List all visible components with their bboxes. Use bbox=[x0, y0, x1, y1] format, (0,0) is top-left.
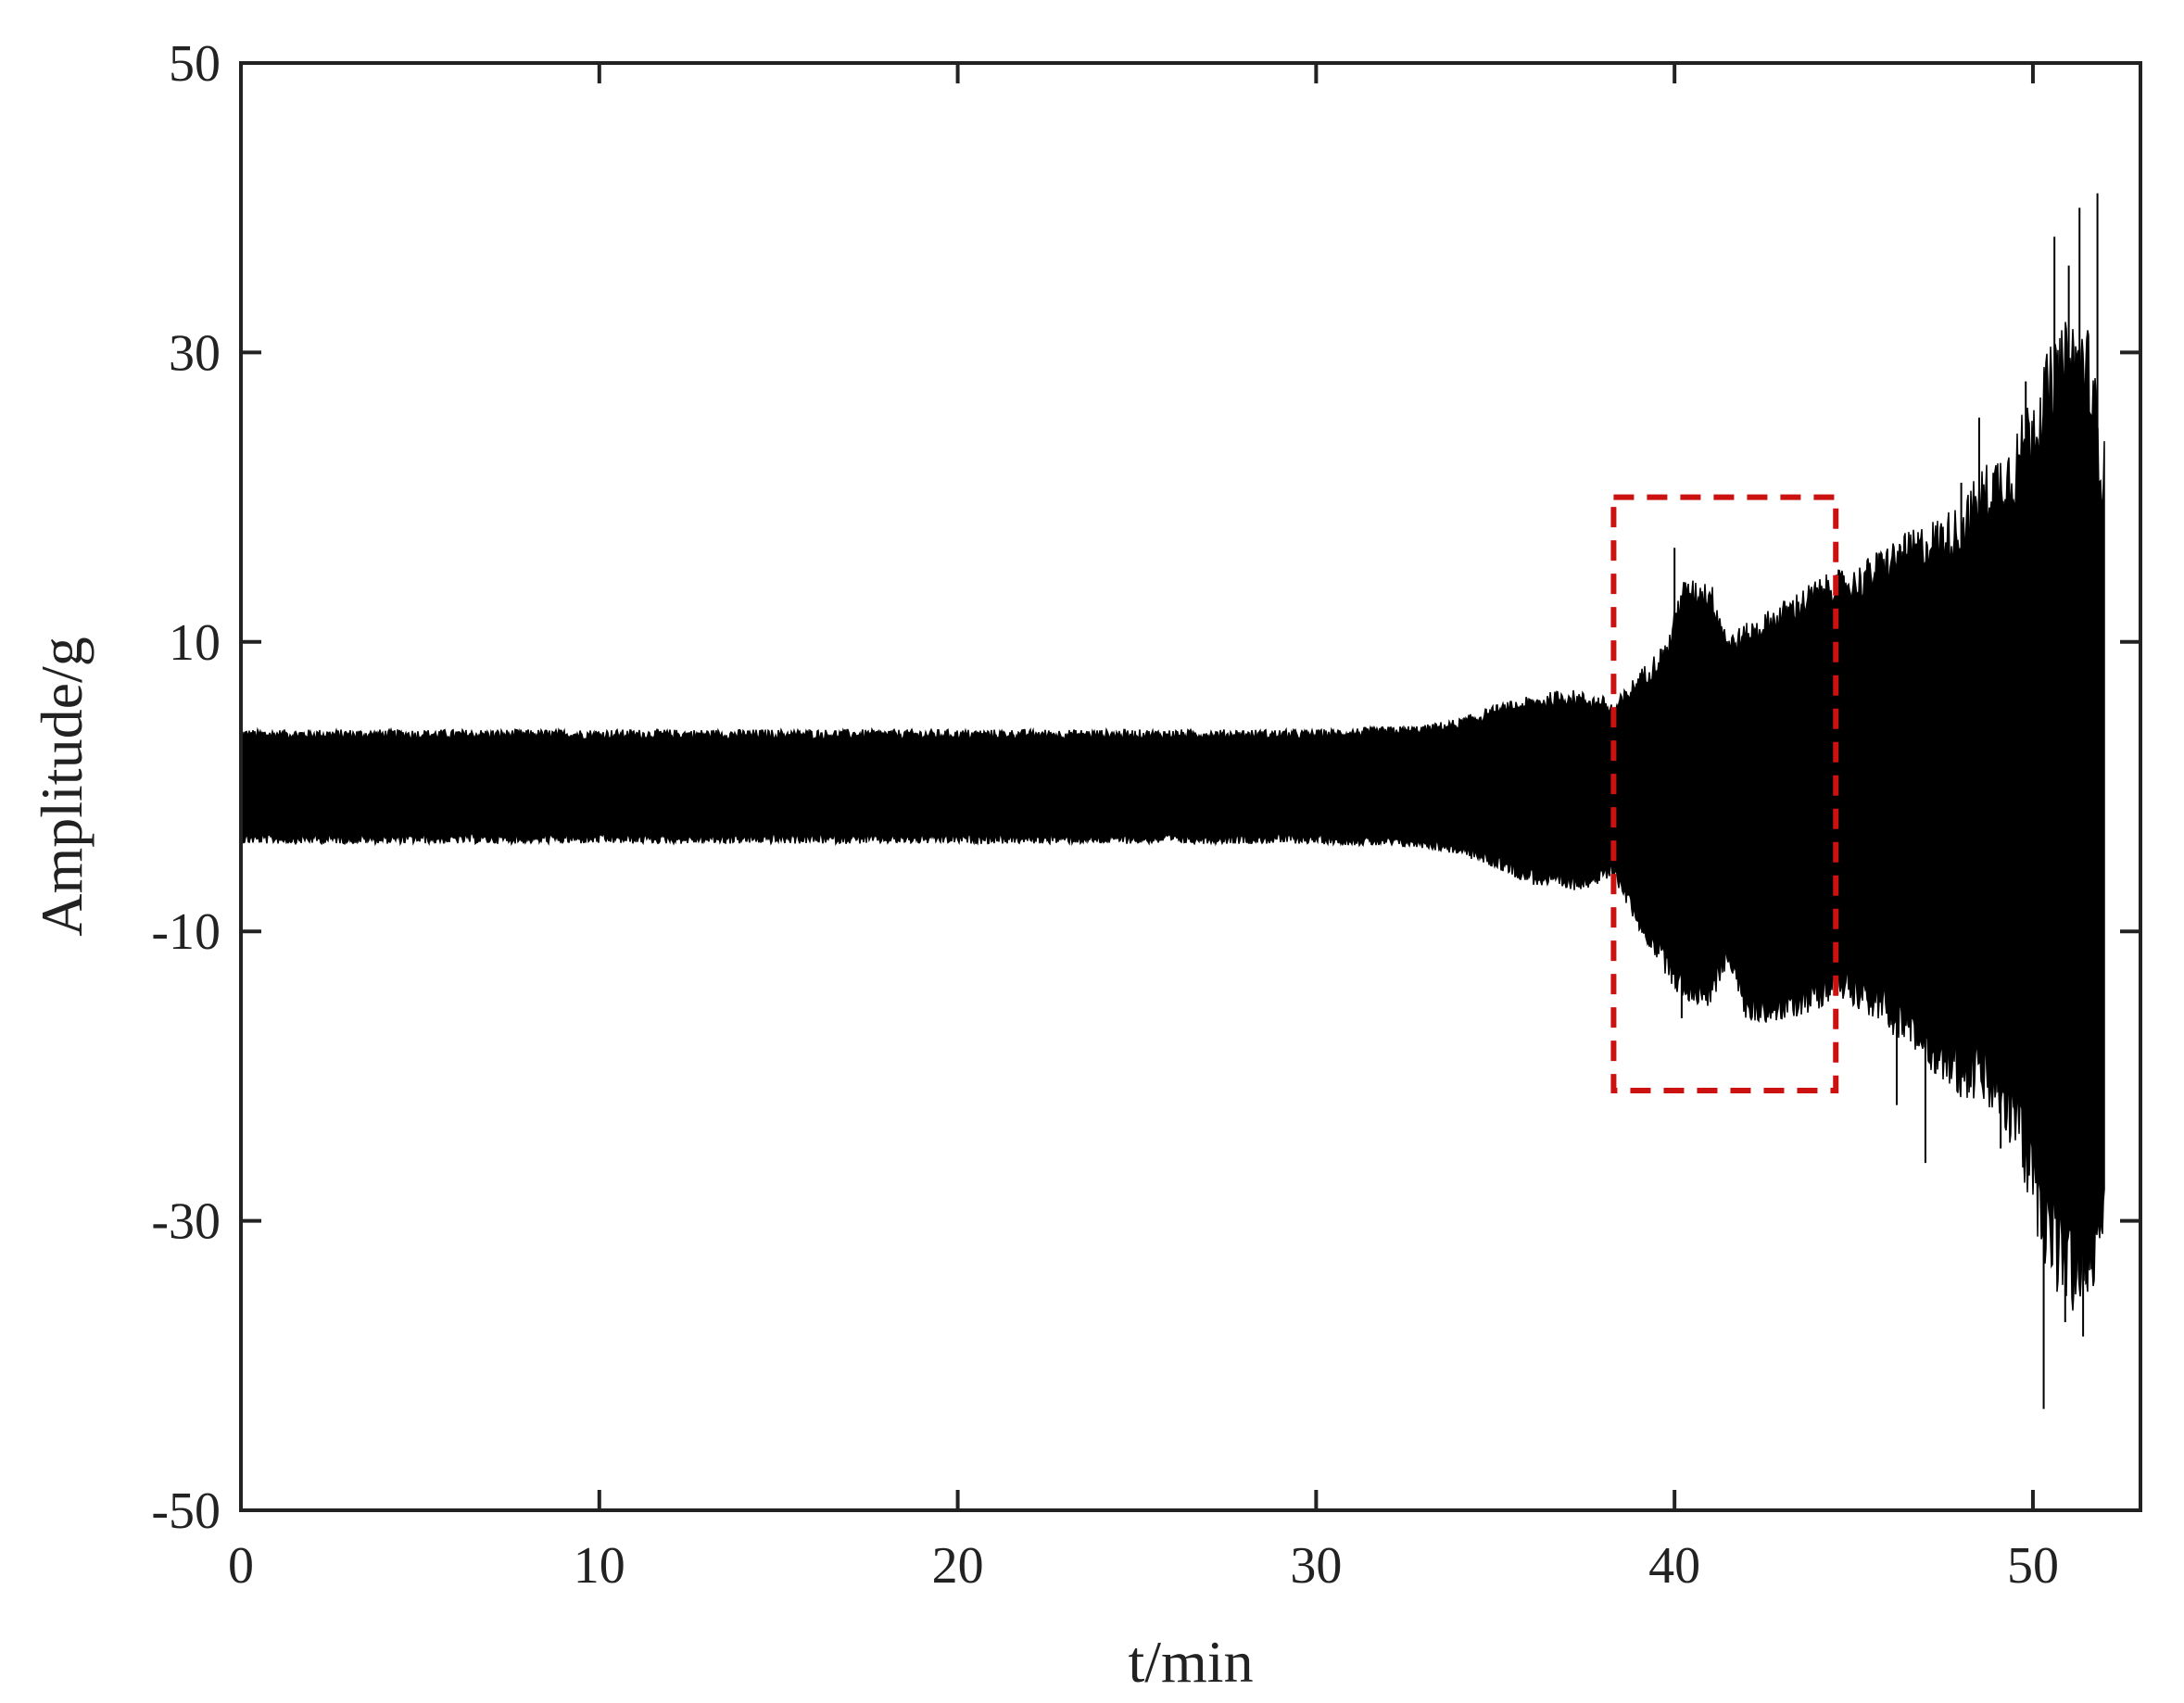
highlight-box bbox=[1610, 494, 1839, 1094]
annotations bbox=[1610, 494, 1839, 1094]
signal-series bbox=[240, 322, 2105, 1311]
y-axis: -50 -30 -10 10 30 50 bbox=[151, 35, 2140, 1540]
axes-frame bbox=[239, 61, 2142, 1512]
y-tick-label: 10 bbox=[169, 614, 221, 672]
y-axis-label: Amplitude/g bbox=[29, 637, 95, 937]
plot-area bbox=[240, 193, 2105, 1409]
y-tick-label: -10 bbox=[151, 903, 221, 961]
x-tick-label: 0 bbox=[228, 1537, 254, 1595]
x-axis: 0 10 20 30 40 50 bbox=[228, 63, 2059, 1595]
x-axis-label: t/min bbox=[1128, 1629, 1253, 1695]
x-tick-label: 10 bbox=[574, 1537, 625, 1595]
x-tick-label: 40 bbox=[1648, 1537, 1700, 1595]
x-tick-label: 50 bbox=[2007, 1537, 2059, 1595]
x-tick-label: 20 bbox=[932, 1537, 984, 1595]
x-tick-label: 30 bbox=[1290, 1537, 1342, 1595]
y-tick-label: 50 bbox=[169, 35, 221, 93]
y-tick-label: -30 bbox=[151, 1193, 221, 1251]
y-tick-label: -50 bbox=[151, 1482, 221, 1540]
y-tick-label: 30 bbox=[169, 324, 221, 382]
